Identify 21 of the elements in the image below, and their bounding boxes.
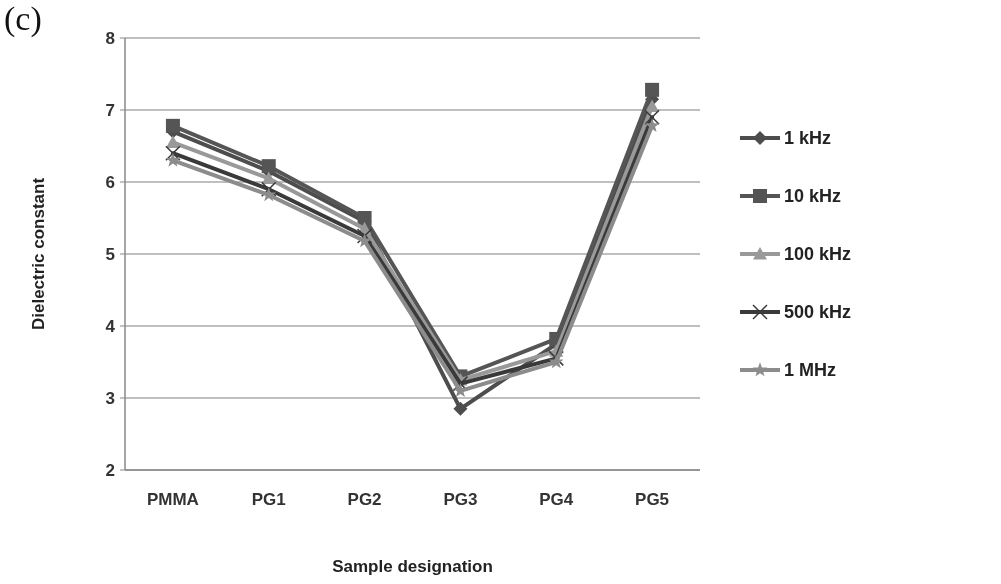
- x-tick-label: PG5: [635, 490, 670, 509]
- legend-label: 10 kHz: [784, 186, 842, 207]
- y-tick-label: 4: [105, 316, 116, 336]
- y-tick-label: 6: [105, 172, 115, 192]
- x-tick-label: PMMA: [146, 490, 199, 509]
- text: (c): [4, 0, 42, 38]
- y-tick-label: 2: [105, 460, 115, 480]
- y-tick-label: 7: [105, 100, 115, 120]
- y-tick-label: 3: [105, 388, 115, 408]
- x-axis-title: Sample designation: [332, 557, 493, 576]
- x-tick-label: PG3: [443, 490, 478, 509]
- y-tick-label: 5: [105, 244, 115, 264]
- legend-label: 1 MHz: [784, 360, 837, 381]
- x-tick-label: PG4: [539, 490, 574, 509]
- legend-label: 1 kHz: [784, 128, 832, 149]
- y-tick-label: 8: [105, 28, 115, 48]
- legend-label: 500 kHz: [784, 302, 852, 323]
- y-axis-title: Dielectric constant: [29, 177, 48, 331]
- x-tick-label: PG1: [251, 490, 286, 509]
- legend-label: 100 kHz: [784, 244, 852, 265]
- x-tick-label: PG2: [347, 490, 382, 509]
